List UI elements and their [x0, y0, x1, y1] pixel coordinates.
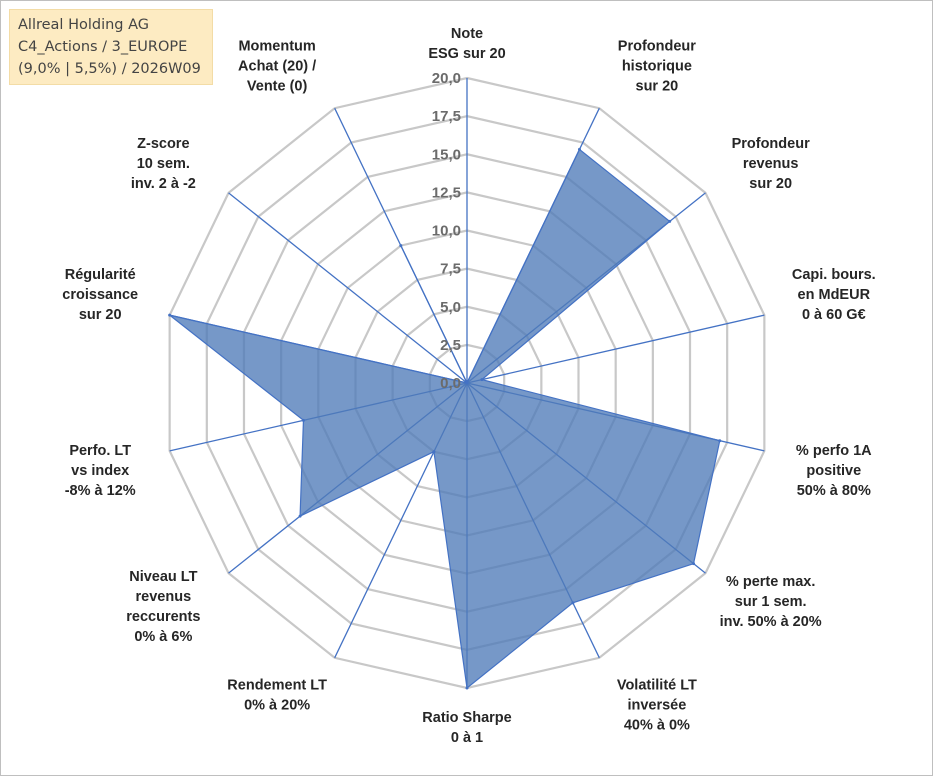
axis-label: Z-score 10 sem. inv. 2 à -2 — [131, 136, 196, 192]
axis-label-line: Ratio Sharpe — [422, 710, 511, 726]
axis-label-line: ESG sur 20 — [428, 46, 505, 62]
data-point — [480, 378, 484, 382]
axis-label-line: Régularité — [65, 267, 136, 283]
axis-spoke — [228, 192, 468, 384]
axis-label-line: % perte max. — [726, 574, 815, 590]
axis-label-line: Perfo. LT — [69, 443, 131, 459]
axis-label: % perte max. sur 1 sem. inv. 50% à 20% — [720, 574, 822, 630]
axis-label-line: historique — [622, 58, 692, 74]
axis-label: Volatilité LT inversée 40% à 0% — [617, 678, 697, 734]
axis-label-line: Vente (0) — [247, 78, 308, 94]
axis-label-line: sur 20 — [79, 307, 122, 323]
axis-label: Note ESG sur 20 — [428, 26, 505, 62]
radar-series — [168, 147, 722, 690]
axis-label: Niveau LT revenus reccurents 0% à 6% — [126, 569, 200, 645]
tick-label: 17,5 — [432, 108, 461, 125]
axis-label-line: Profondeur — [732, 136, 810, 152]
axis-label: Régularité croissance sur 20 — [62, 267, 138, 323]
data-point — [668, 219, 672, 223]
axis-label-line: Niveau LT — [129, 569, 197, 585]
axis-label: Momentum Achat (20) / Vente (0) — [238, 38, 316, 94]
axis-label: Rendement LT 0% à 20% — [227, 678, 327, 714]
axis-label-line: Profondeur — [618, 38, 696, 54]
axis-label: % perfo 1A positive 50% à 80% — [796, 443, 872, 499]
axis-label-line: Capi. bours. — [792, 267, 876, 283]
tick-label: 15,0 — [432, 146, 461, 163]
axis-label-line: Rendement LT — [227, 678, 327, 694]
info-category: C4_Actions / 3_EUROPE — [18, 39, 188, 55]
axis-label-line: 0% à 20% — [244, 698, 310, 714]
axis-label-line: 40% à 0% — [624, 718, 690, 734]
axis-label-line: sur 20 — [749, 176, 792, 192]
radial-tick-labels: 0,0 2,5 5,0 7,5 10,0 12,5 15,0 17,5 20,0 — [432, 70, 461, 392]
axis-label-line: Z-score — [137, 136, 189, 152]
tick-label: 2,5 — [440, 337, 461, 354]
axis-label-line: Momentum — [238, 38, 315, 54]
axis-label-line: inv. 2 à -2 — [131, 176, 196, 192]
axis-label-line: Achat (20) / — [238, 58, 316, 74]
axis-spoke — [466, 314, 765, 384]
axis-label-line: positive — [806, 463, 861, 479]
axis-label-line: vs index — [71, 463, 129, 479]
data-point — [571, 601, 575, 605]
axis-label-line: revenus — [743, 156, 799, 172]
axis-label-line: Volatilité LT — [617, 678, 697, 694]
tick-label: 5,0 — [440, 299, 461, 316]
data-point — [692, 562, 696, 566]
data-point — [465, 686, 469, 690]
data-point — [718, 439, 722, 443]
axis-label-line: revenus — [136, 589, 192, 605]
axis-label: Profondeur historique sur 20 — [618, 38, 696, 94]
axis-label-line: 0% à 6% — [134, 629, 192, 645]
axis-label-line: 10 sem. — [137, 156, 190, 172]
info-box: Allreal Holding AG C4_Actions / 3_EUROPE… — [9, 9, 213, 85]
axis-label-line: 50% à 80% — [797, 483, 871, 499]
axis-label-line: croissance — [62, 287, 138, 303]
axis-label: Perfo. LT vs index -8% à 12% — [65, 443, 136, 499]
tick-label: 0,0 — [440, 375, 461, 392]
tick-label: 12,5 — [432, 184, 461, 201]
tick-label: 10,0 — [432, 223, 461, 240]
axis-label-line: sur 1 sem. — [735, 594, 807, 610]
axis-label-line: inv. 50% à 20% — [720, 614, 822, 630]
axis-label: Ratio Sharpe 0 à 1 — [422, 710, 511, 746]
axis-label-line: 0 à 1 — [451, 730, 483, 746]
data-point — [301, 418, 305, 422]
info-company: Allreal Holding AG — [18, 17, 150, 33]
tick-label: 20,0 — [432, 70, 461, 87]
data-point — [298, 514, 302, 518]
axis-labels: Note ESG sur 20 Profondeur historique sur 20… — [62, 26, 875, 746]
axis-label-line: sur 20 — [636, 78, 679, 94]
data-point — [432, 450, 436, 454]
axis-label-line: en MdEUR — [798, 287, 871, 303]
axis-label-line: Note — [451, 26, 483, 42]
info-params: (9,0% | 5,5%) / 2026W09 — [18, 61, 201, 77]
data-point — [577, 147, 581, 151]
axis-label: Capi. bours. en MdEUR 0 à 60 G€ — [792, 267, 876, 323]
axis-label-line: 0 à 60 G€ — [802, 307, 866, 323]
data-point — [168, 313, 172, 317]
tick-label: 7,5 — [440, 261, 461, 278]
data-point — [465, 381, 469, 385]
axis-label-line: % perfo 1A — [796, 443, 872, 459]
axis-label-line: inversée — [627, 698, 686, 714]
axis-label-line: -8% à 12% — [65, 483, 136, 499]
axis-label-line: reccurents — [126, 609, 200, 625]
data-point — [399, 244, 403, 248]
axis-label: Profondeur revenus sur 20 — [732, 136, 810, 192]
